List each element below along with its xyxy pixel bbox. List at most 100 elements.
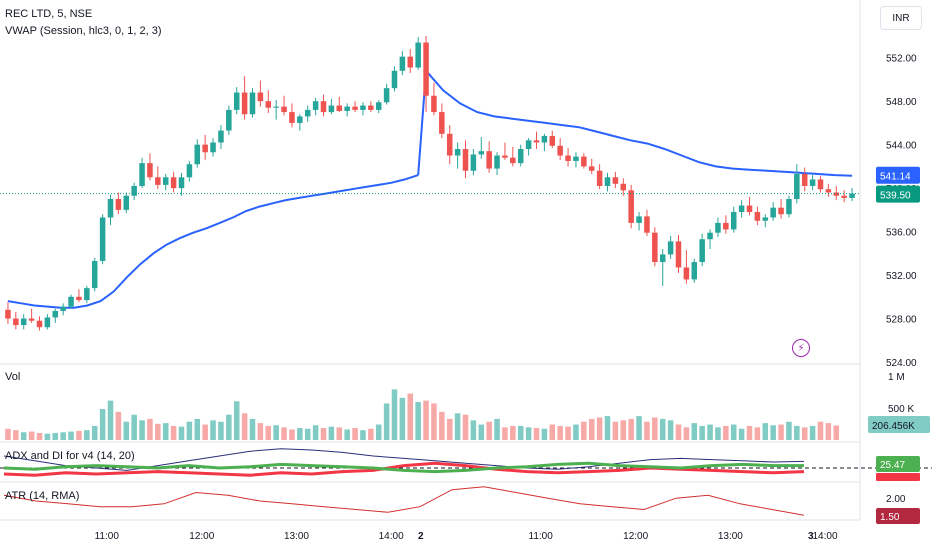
candle-body bbox=[612, 177, 619, 184]
candle-body bbox=[391, 70, 398, 89]
volume-bar bbox=[454, 413, 461, 440]
candle-body bbox=[809, 179, 816, 186]
candle-body bbox=[786, 199, 792, 215]
candle-body bbox=[44, 317, 51, 328]
volume-bar bbox=[715, 427, 721, 440]
volume-bar bbox=[683, 427, 690, 440]
candle-body bbox=[707, 232, 713, 240]
candle-body bbox=[604, 177, 611, 186]
volume-bar bbox=[801, 427, 808, 440]
volume-bar bbox=[170, 425, 177, 440]
volume-bar bbox=[478, 424, 485, 440]
volume-bar bbox=[565, 426, 571, 440]
candle-body bbox=[60, 306, 66, 311]
time-tick-label: 2 bbox=[418, 531, 424, 542]
volume-label[interactable]: Vol bbox=[5, 371, 21, 383]
time-tick-label: 12:00 bbox=[623, 531, 648, 542]
volume-bar bbox=[76, 430, 82, 440]
candle-body bbox=[76, 296, 82, 301]
volume-bar bbox=[304, 428, 311, 440]
volume-bar bbox=[691, 423, 698, 440]
volume-bar bbox=[265, 425, 272, 440]
candle-body bbox=[147, 163, 153, 178]
last-price-badge bbox=[876, 185, 920, 203]
candle-body bbox=[596, 170, 603, 186]
candle-body bbox=[68, 296, 74, 307]
candle-body bbox=[565, 155, 571, 161]
vwap-indicator-label[interactable]: VWAP (Session, hlc3, 0, 1, 2, 3) bbox=[5, 25, 162, 37]
volume-bar bbox=[533, 428, 540, 440]
volume-bar bbox=[233, 401, 240, 440]
candle-body bbox=[13, 318, 19, 326]
volume-bar bbox=[123, 421, 130, 440]
symbol-title[interactable]: REC LTD, 5, NSE bbox=[5, 8, 93, 20]
candle-body bbox=[652, 232, 658, 263]
atr-value-badge-text: 1.50 bbox=[880, 512, 900, 523]
volume-bar bbox=[383, 403, 390, 440]
candle-body bbox=[99, 217, 106, 261]
candle-body bbox=[281, 106, 287, 113]
candle-body bbox=[573, 156, 579, 161]
candle-body bbox=[667, 241, 674, 255]
candle-body bbox=[407, 56, 414, 68]
candle-body bbox=[502, 155, 508, 158]
price-tick-label: 536.00 bbox=[886, 228, 917, 239]
candle-body bbox=[5, 309, 11, 319]
time-tick-label: 12:00 bbox=[189, 531, 214, 542]
volume-bar bbox=[320, 428, 327, 440]
volume-bar bbox=[257, 423, 264, 440]
volume-bar bbox=[431, 403, 437, 440]
time-tick-label: 11:00 bbox=[95, 531, 120, 542]
volume-bar bbox=[510, 425, 516, 440]
candle-body bbox=[659, 254, 666, 263]
adx-label[interactable]: ADX and DI for v4 (14, 20) bbox=[5, 450, 135, 462]
volume-bar bbox=[344, 429, 350, 440]
volume-bar bbox=[226, 414, 232, 440]
candle-body bbox=[20, 318, 27, 326]
candle-body bbox=[115, 199, 122, 210]
time-tick-label: 14:00 bbox=[379, 531, 404, 542]
price-tick-label: 524.00 bbox=[886, 358, 917, 369]
volume-bar bbox=[147, 418, 153, 440]
candle-body bbox=[754, 212, 761, 221]
candle-body bbox=[794, 174, 800, 199]
candle-body bbox=[186, 164, 193, 178]
volume-bar bbox=[446, 418, 453, 440]
volume-bar bbox=[5, 428, 11, 440]
volume-bar bbox=[368, 428, 374, 440]
volume-bar bbox=[178, 426, 185, 440]
volume-bar bbox=[399, 397, 406, 440]
atr-label[interactable]: ATR (14, RMA) bbox=[5, 490, 80, 502]
candle-body bbox=[817, 179, 824, 190]
volume-bar bbox=[36, 432, 43, 440]
volume-bar bbox=[754, 427, 761, 440]
volume-bar bbox=[770, 425, 776, 440]
candle-body bbox=[699, 239, 705, 263]
candle-body bbox=[336, 105, 343, 111]
time-tick-label: 14:00 bbox=[813, 531, 838, 542]
price-tick-label: 548.00 bbox=[886, 97, 917, 108]
candle-body bbox=[257, 92, 264, 102]
volume-bar bbox=[289, 429, 295, 440]
volume-bar bbox=[675, 424, 682, 440]
candle-body bbox=[431, 95, 437, 113]
candle-body bbox=[162, 177, 169, 185]
volume-value-badge-text: 206.456K bbox=[872, 421, 915, 432]
volume-bar bbox=[91, 425, 98, 440]
volume-bar bbox=[139, 420, 145, 440]
candle-body bbox=[249, 92, 256, 115]
volume-bar bbox=[241, 413, 248, 440]
time-tick-label: 11:00 bbox=[529, 531, 554, 542]
volume-bar bbox=[525, 427, 532, 440]
candle-body bbox=[304, 109, 311, 117]
lightning-icon[interactable]: ⚡ bbox=[792, 339, 810, 357]
candle-body bbox=[715, 222, 721, 233]
currency-button[interactable]: INR bbox=[880, 6, 922, 30]
adx-value-badge bbox=[876, 456, 920, 472]
candle-body bbox=[375, 102, 382, 110]
candle-body bbox=[557, 145, 563, 156]
candle-body bbox=[446, 133, 453, 156]
candle-body bbox=[415, 42, 421, 68]
atr-line bbox=[3, 486, 805, 516]
